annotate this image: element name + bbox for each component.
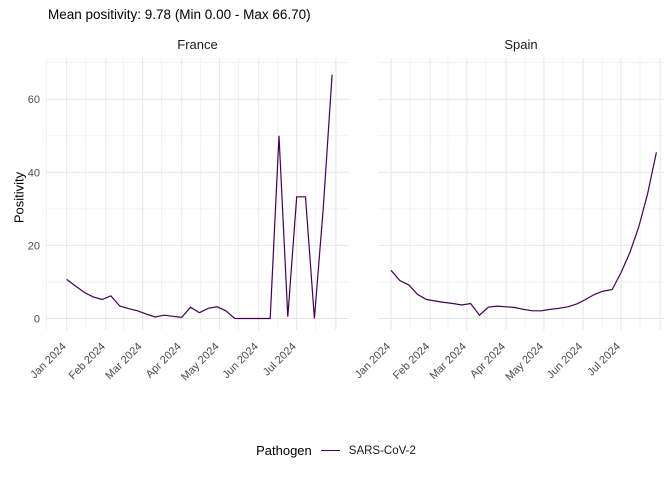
y-tick-label: 20 <box>28 240 40 252</box>
facet-label-spain: Spain <box>504 37 538 52</box>
plot-title: Mean positivity: 9.78 (Min 0.00 - Max 66… <box>48 7 311 22</box>
facet-label-france: France <box>177 37 218 52</box>
legend-title: Pathogen <box>256 443 312 458</box>
legend-item-label: SARS-CoV-2 <box>348 444 416 457</box>
x-tick-label: Jun 2024 <box>545 341 585 381</box>
legend: Pathogen SARS-CoV-2 <box>0 443 672 458</box>
y-tick-label: 60 <box>28 94 40 106</box>
x-tick-label: Mar 2024 <box>103 341 144 382</box>
x-tick-label: Jan 2024 <box>353 341 393 381</box>
x-tick-label: Feb 2024 <box>67 341 108 382</box>
y-tick-label: 40 <box>28 167 40 179</box>
y-tick-label: 0 <box>34 314 40 326</box>
x-tick-label: Feb 2024 <box>391 341 432 382</box>
x-tick-label: Jul 2024 <box>261 341 299 379</box>
legend-key-line <box>320 449 340 452</box>
x-tick-label: Jan 2024 <box>28 341 68 381</box>
x-tick-label: Jun 2024 <box>220 341 260 381</box>
x-tick-label: Mar 2024 <box>428 341 469 382</box>
series-line-france <box>66 74 333 320</box>
x-tick-label: May 2024 <box>503 341 546 384</box>
x-tick-label: May 2024 <box>179 341 222 384</box>
x-tick-label: Jul 2024 <box>585 341 623 379</box>
series-line-spain <box>390 152 657 317</box>
